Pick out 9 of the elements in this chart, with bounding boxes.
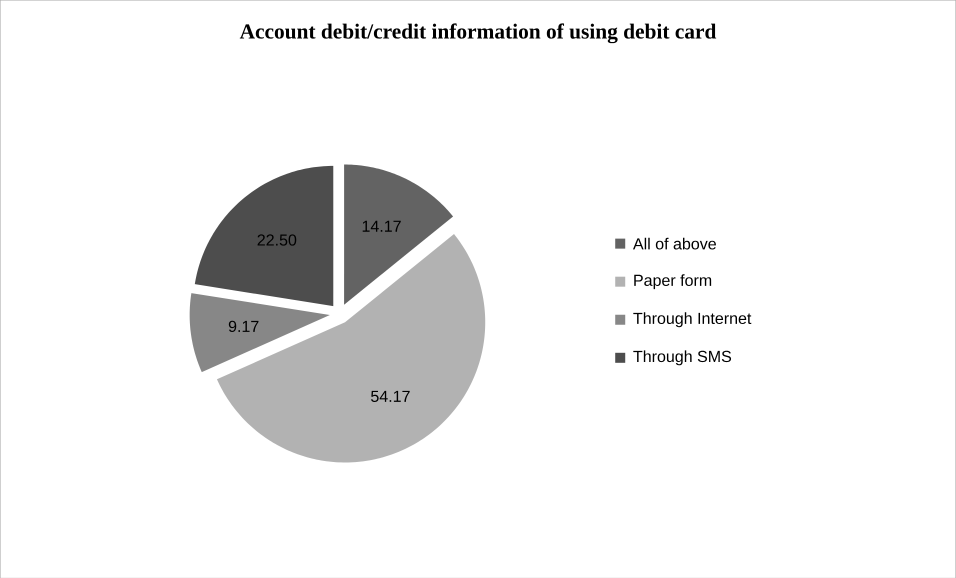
chart-title: Account debit/credit information of using debit card [240,23,716,43]
data-label: 9.17 [228,320,258,332]
legend-label: Paper form [634,274,712,289]
data-label: 14.17 [362,220,401,232]
data-label: 54.17 [371,390,410,402]
legend-label: All of above [632,238,716,250]
data-label: 22.50 [258,234,296,246]
legend-label: Through Internet [633,312,752,328]
legend-label: Through SMS [633,350,732,366]
